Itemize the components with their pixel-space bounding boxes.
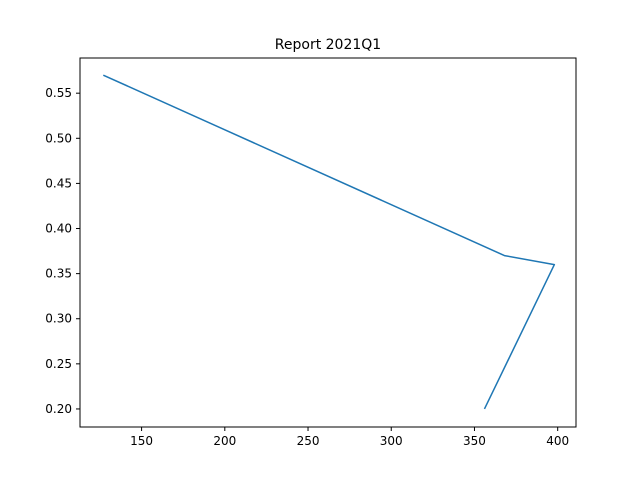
y-tick-label: 0.45 [45, 176, 72, 190]
y-tick-label: 0.25 [45, 357, 72, 371]
plot-frame [79, 57, 577, 428]
y-tick-label: 0.30 [45, 312, 72, 326]
x-tick-label: 300 [380, 434, 403, 448]
y-tick-label: 0.20 [45, 402, 72, 416]
x-tick-label: 250 [297, 434, 320, 448]
x-tick-label: 150 [130, 434, 153, 448]
x-tick-label: 400 [546, 434, 569, 448]
series-line [102, 74, 556, 410]
x-axis: 150 200 250 300 350 400 [130, 427, 569, 448]
y-axis: 0.20 0.25 0.30 0.35 0.40 0.45 0.50 0.55 [45, 86, 80, 416]
y-tick-label: 0.40 [45, 222, 72, 236]
y-tick-label: 0.55 [45, 86, 72, 100]
x-tick-label: 200 [213, 434, 236, 448]
chart-title: Report 2021Q1 [275, 37, 381, 53]
y-tick-label: 0.35 [45, 267, 72, 281]
y-tick-label: 0.50 [45, 131, 72, 145]
plot-series [102, 74, 556, 410]
x-tick-label: 350 [463, 434, 486, 448]
